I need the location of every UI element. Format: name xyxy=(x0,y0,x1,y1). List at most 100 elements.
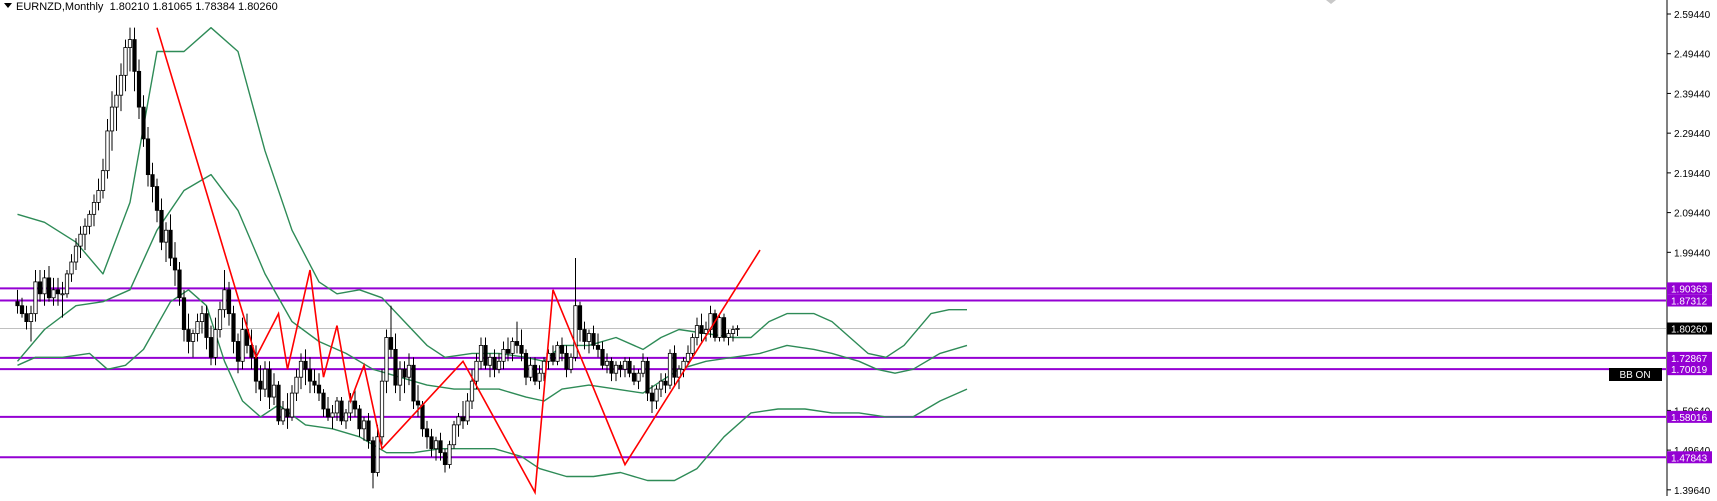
candle xyxy=(433,436,439,461)
candle-body xyxy=(177,269,182,299)
candle xyxy=(280,401,286,425)
candle xyxy=(469,369,475,409)
candle-body xyxy=(46,277,52,299)
candle xyxy=(609,357,614,382)
candle-body xyxy=(118,74,124,96)
candle-body xyxy=(15,301,20,307)
candle xyxy=(141,95,146,147)
zigzag-line[interactable] xyxy=(156,27,761,496)
candle-body xyxy=(465,400,470,422)
candle xyxy=(123,39,128,92)
price-tick-label: 2.29440 xyxy=(1674,129,1711,140)
candle-body xyxy=(195,321,200,334)
candle-body xyxy=(528,364,533,378)
candle-body xyxy=(60,293,65,296)
candle xyxy=(285,393,290,429)
candle-body xyxy=(186,329,191,342)
candle-body xyxy=(159,209,164,243)
candle-body xyxy=(703,329,709,334)
candle xyxy=(19,297,25,318)
candle xyxy=(645,357,650,402)
candle-body xyxy=(681,360,686,370)
candle-body xyxy=(456,416,461,426)
candle-body xyxy=(730,329,736,334)
candle-body xyxy=(631,372,637,382)
level-tag-label: 1.47843 xyxy=(1671,453,1708,464)
candle xyxy=(627,357,632,378)
candle-body xyxy=(321,392,326,410)
candle-body xyxy=(375,436,380,473)
dropdown-triangle-icon[interactable] xyxy=(4,3,12,8)
candle-body xyxy=(231,313,236,342)
candle xyxy=(181,289,187,342)
candle xyxy=(600,341,605,370)
candle-body xyxy=(78,233,83,247)
candle xyxy=(555,341,560,366)
candle-body xyxy=(402,368,407,378)
candle-body xyxy=(226,289,232,315)
candle-body xyxy=(312,380,317,386)
candle-body xyxy=(649,392,655,402)
candle-body xyxy=(514,341,520,346)
candle xyxy=(33,269,38,322)
level-tag xyxy=(1667,410,1712,423)
candle xyxy=(663,373,668,394)
candle-body xyxy=(636,372,641,382)
candle xyxy=(109,91,115,151)
level-tag-label: 1.90363 xyxy=(1671,284,1708,295)
bb-lower-band xyxy=(17,289,968,482)
candle xyxy=(42,269,47,306)
candle xyxy=(582,321,587,350)
candle-body xyxy=(204,313,209,338)
candle-body xyxy=(150,174,155,187)
scroll-marker-icon xyxy=(1326,0,1336,4)
candle-body xyxy=(73,245,79,263)
horizontal-levels[interactable] xyxy=(0,287,1666,459)
candle-body xyxy=(519,345,524,354)
candle-body xyxy=(645,360,650,394)
candle xyxy=(559,337,565,362)
candle xyxy=(240,317,245,370)
candle-body xyxy=(172,257,178,271)
candle xyxy=(91,194,97,227)
candle xyxy=(456,412,461,437)
candle xyxy=(145,126,151,187)
candle-body xyxy=(492,356,497,370)
candle xyxy=(618,361,623,378)
candle-body xyxy=(523,352,529,378)
candle xyxy=(595,333,601,358)
candle-body xyxy=(591,333,596,346)
level-tag-label: 1.70019 xyxy=(1671,365,1708,376)
candle-body xyxy=(55,289,61,295)
candle xyxy=(564,345,569,378)
candle-body xyxy=(298,360,304,378)
candle xyxy=(568,353,574,374)
candle-body xyxy=(82,225,88,235)
candle-body xyxy=(573,305,578,358)
zigzag-lines[interactable] xyxy=(156,27,761,496)
candle-body xyxy=(294,376,299,394)
candle xyxy=(519,329,524,362)
level-tag xyxy=(1667,351,1712,364)
candle xyxy=(375,424,380,477)
symbol-label: EURNZD xyxy=(16,1,62,13)
level-tag xyxy=(1667,282,1712,295)
candle xyxy=(303,349,308,386)
price-tick-label: 2.09440 xyxy=(1674,209,1711,220)
candle-body xyxy=(258,380,263,390)
candle xyxy=(438,432,443,461)
candle xyxy=(114,75,119,131)
candle-body xyxy=(415,400,421,406)
candle xyxy=(379,369,385,445)
candle-body xyxy=(532,364,538,382)
candle xyxy=(654,385,659,409)
candle xyxy=(460,401,466,429)
candle xyxy=(591,325,596,350)
candle xyxy=(82,218,88,251)
candle xyxy=(505,337,511,362)
candle-body xyxy=(424,428,430,438)
candle-body xyxy=(663,380,668,386)
